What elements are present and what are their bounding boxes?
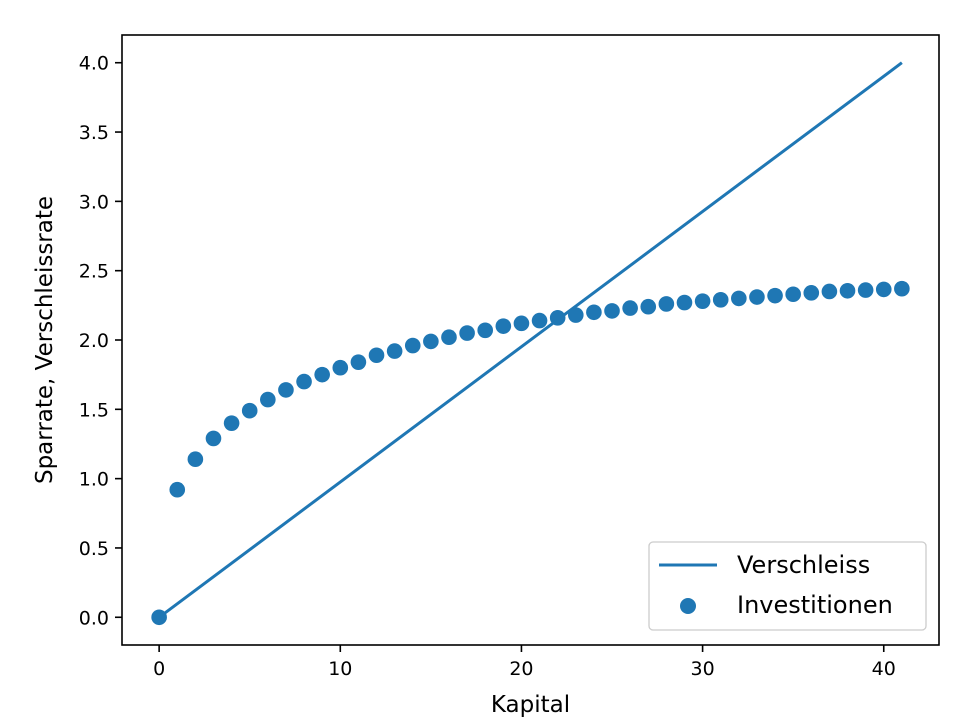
data-point-investitionen [803, 285, 820, 301]
data-point-investitionen [386, 343, 403, 359]
legend: Verschleiss Investitionen [648, 541, 927, 631]
data-point-investitionen [151, 609, 167, 626]
y-tick-label: 2.0 [79, 330, 109, 352]
x-tick-label: 30 [691, 658, 715, 680]
y-tick-label: 1.0 [79, 469, 109, 491]
y-tick-label: 3.0 [79, 191, 109, 213]
data-point-investitionen [658, 296, 675, 312]
y-axis-label: Sparrate, Verschleissrate [32, 196, 58, 484]
y-tick-label: 3.5 [79, 122, 109, 144]
data-point-investitionen [875, 281, 892, 298]
data-point-investitionen [205, 430, 222, 447]
data-point-investitionen [785, 286, 801, 303]
x-tick-label: 20 [509, 658, 533, 680]
data-point-investitionen [296, 373, 312, 390]
data-point-investitionen [586, 304, 602, 321]
data-point-investitionen [332, 359, 349, 376]
data-point-investitionen [223, 415, 240, 431]
data-point-investitionen [676, 294, 693, 311]
data-point-investitionen [640, 298, 657, 315]
legend-label-verschleiss: Verschleiss [737, 551, 870, 579]
plot-area [151, 61, 910, 626]
data-point-investitionen [423, 333, 439, 350]
y-tick-label: 2.5 [79, 261, 109, 283]
series-line-verschleiss [158, 61, 903, 619]
y-tick-label: 0.0 [79, 607, 109, 629]
x-tick-label: 10 [328, 658, 352, 680]
data-point-investitionen [604, 303, 620, 319]
data-point-investitionen [549, 310, 566, 326]
data-point-investitionen [495, 318, 512, 334]
x-tick-label: 40 [872, 658, 896, 680]
data-point-investitionen [821, 283, 838, 300]
y-tick-label: 1.5 [79, 399, 109, 421]
ticks: 0 10 20 30 40 0.0 0.5 1.0 1.5 2.0 2.5 3.0 3.5 4.0 [79, 53, 896, 680]
data-point-investitionen [857, 282, 874, 298]
data-point-investitionen [567, 307, 584, 323]
data-point-investitionen [622, 300, 638, 316]
data-point-investitionen [894, 280, 910, 297]
data-point-investitionen [749, 289, 765, 305]
data-point-investitionen [839, 282, 856, 299]
data-point-investitionen [368, 347, 385, 364]
legend-marker-swatch [680, 598, 696, 614]
data-point-investitionen [694, 293, 711, 309]
data-point-investitionen [712, 292, 729, 308]
y-tick-label: 0.5 [79, 538, 109, 560]
data-point-investitionen [278, 382, 294, 398]
data-point-investitionen [169, 481, 186, 498]
x-axis-label: Kapital [491, 692, 570, 718]
data-point-investitionen [404, 337, 421, 354]
y-tick-label: 4.0 [79, 53, 109, 75]
x-tick-label: 0 [153, 658, 165, 680]
legend-box [648, 541, 927, 631]
data-point-investitionen [731, 290, 747, 307]
data-point-investitionen [241, 402, 258, 419]
data-point-investitionen [260, 391, 276, 408]
data-point-investitionen [441, 329, 457, 346]
data-point-investitionen [459, 325, 475, 341]
data-point-investitionen [477, 322, 494, 339]
data-point-investitionen [350, 354, 367, 370]
legend-label-investitionen: Investitionen [737, 591, 893, 619]
data-point-investitionen [767, 287, 783, 304]
data-point-investitionen [531, 312, 548, 329]
data-point-investitionen [314, 366, 330, 383]
data-point-investitionen [513, 315, 530, 332]
data-point-investitionen [187, 451, 204, 468]
